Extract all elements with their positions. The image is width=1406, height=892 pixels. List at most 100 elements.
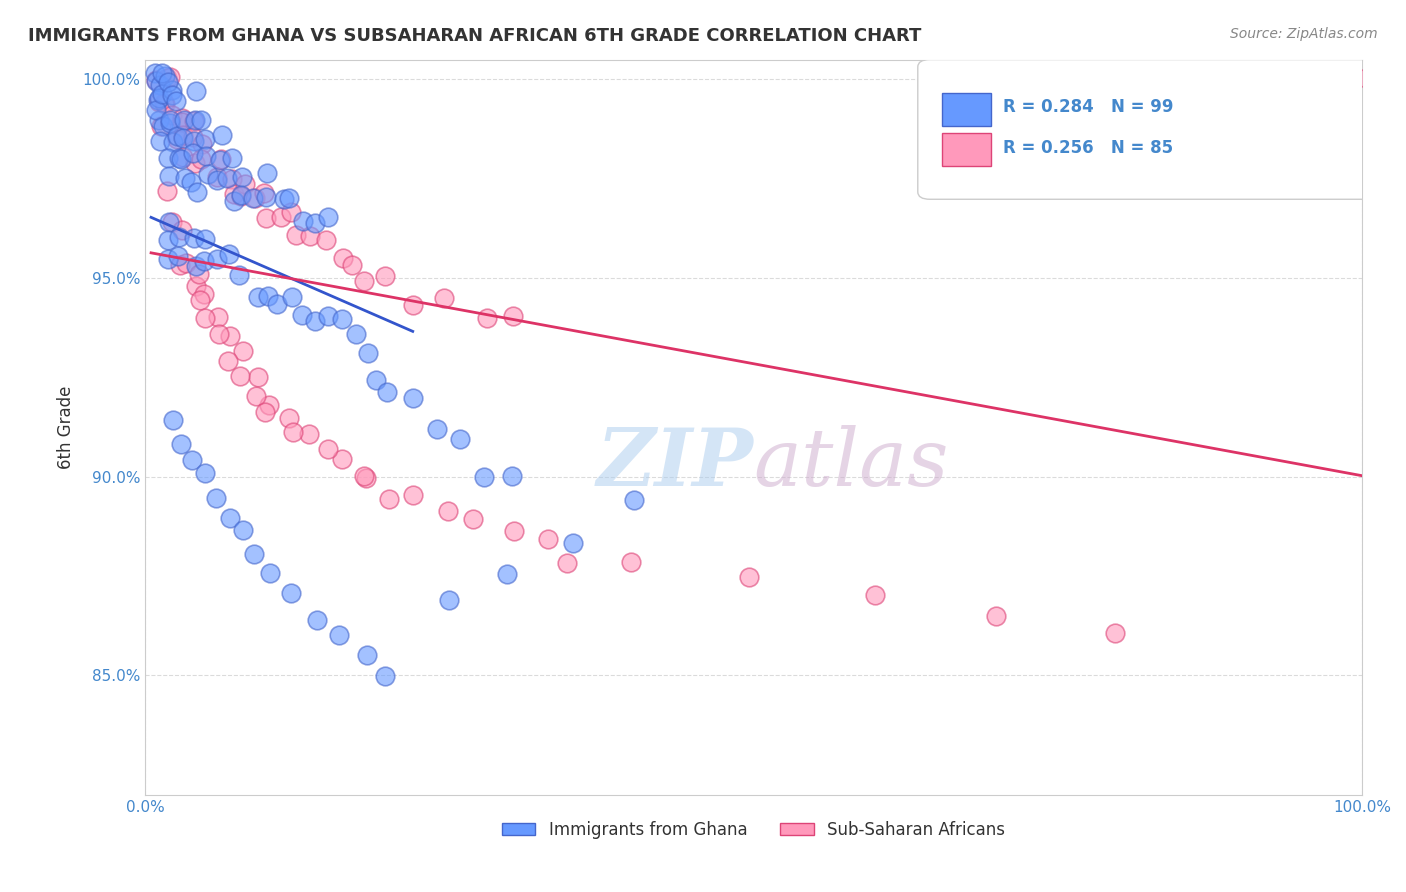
Point [183,156,205,170]
Point [176,256,198,270]
Point [342,258,364,272]
Point [209,153,232,167]
Point [169,230,191,244]
Point [984,608,1007,623]
Point [186,185,208,199]
Point [166,128,188,143]
Y-axis label: 6th Grade: 6th Grade [58,385,75,469]
Point [503,524,526,539]
Point [353,468,375,483]
Point [257,398,280,412]
Point [159,115,181,129]
Point [152,95,174,110]
Point [193,254,215,268]
Point [148,91,170,105]
Point [207,310,229,325]
Point [150,119,173,133]
Point [256,289,278,303]
Point [374,268,396,283]
Point [332,251,354,265]
Point [328,628,350,642]
Point [187,267,209,281]
Point [374,669,396,683]
Point [145,103,167,118]
Point [232,524,254,538]
Point [254,190,277,204]
Point [496,567,519,582]
Point [183,134,205,148]
Point [167,151,190,165]
Text: ZIP: ZIP [596,425,754,503]
Point [245,191,267,205]
Point [218,511,240,525]
Point [183,231,205,245]
Point [292,213,315,227]
Point [278,411,301,425]
Point [195,149,218,163]
Point [172,128,194,143]
Point [145,72,167,87]
Point [211,128,233,142]
Point [318,310,340,324]
FancyBboxPatch shape [918,60,1381,199]
Point [205,170,228,185]
Point [160,87,183,102]
Point [1347,71,1369,86]
Point [146,94,169,108]
Point [475,310,498,325]
Point [330,451,353,466]
Point [304,314,326,328]
Point [1292,78,1315,92]
Point [283,425,305,439]
Point [254,211,277,225]
Point [218,247,240,261]
Point [173,170,195,185]
Point [186,279,208,293]
Point [190,153,212,167]
Point [266,297,288,311]
Point [270,211,292,225]
Point [172,223,194,237]
Point [156,71,179,86]
Point [204,491,226,505]
Point [623,493,645,508]
Point [259,566,281,581]
Point [402,391,425,405]
Point [273,192,295,206]
Point [437,593,460,607]
Point [285,228,308,243]
Point [865,588,887,602]
Point [188,293,211,308]
Point [172,131,194,145]
Point [222,186,245,201]
Point [156,252,179,266]
Point [170,111,193,125]
Point [1326,86,1348,100]
Point [156,75,179,89]
Point [620,555,643,569]
Point [184,259,207,273]
Point [159,113,181,128]
Point [245,389,267,403]
Point [152,65,174,79]
Point [197,167,219,181]
Point [194,132,217,146]
Point [315,233,337,247]
Point [375,384,398,399]
Point [449,432,471,446]
Point [180,175,202,189]
Point [156,184,179,198]
Point [194,466,217,480]
Point [256,165,278,179]
Point [166,131,188,145]
Point [167,249,190,263]
Point [304,216,326,230]
Point [278,191,301,205]
Point [502,310,524,324]
Point [402,298,425,312]
Point [232,344,254,359]
Point [160,83,183,97]
Point [254,405,277,419]
Bar [942,133,991,166]
Point [298,229,321,244]
